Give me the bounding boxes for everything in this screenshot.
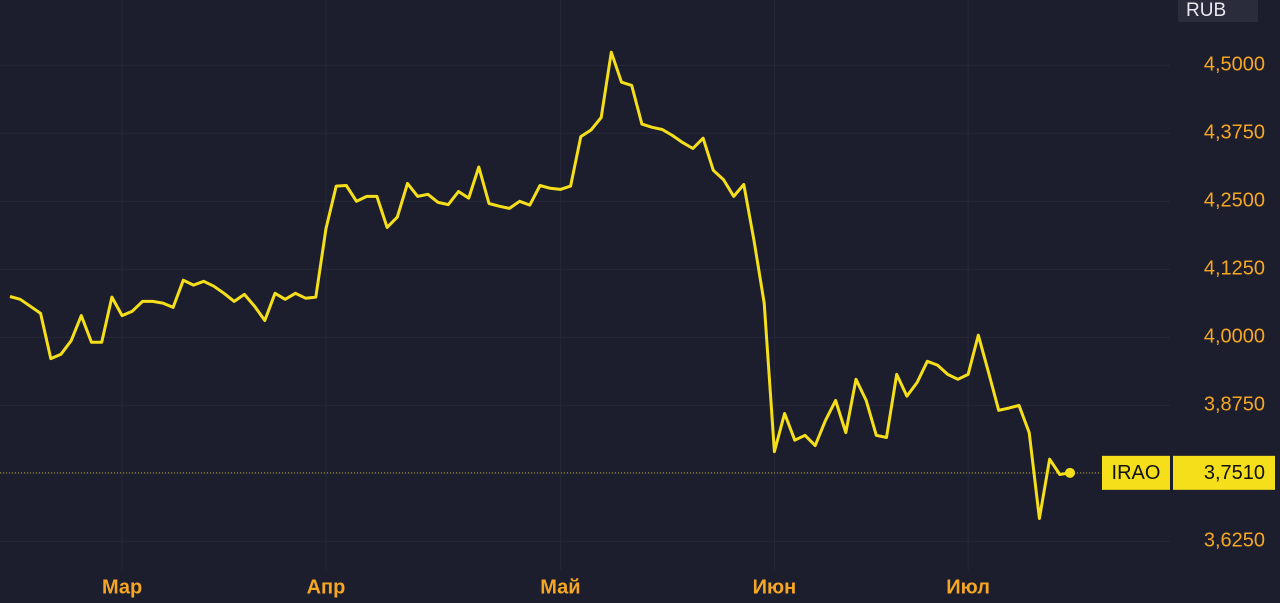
series-tag: [1102, 455, 1170, 490]
y-tick-label: 4,1250: [1204, 258, 1265, 280]
y-tick-label: 4,0000: [1204, 326, 1265, 348]
x-tick-label: Июл: [946, 576, 990, 598]
y-tick-label: 3,6250: [1204, 530, 1265, 552]
series-tag-label: IRAO: [1112, 462, 1161, 484]
unit-box: [1178, 0, 1258, 22]
y-tick-label: 4,3750: [1204, 122, 1265, 144]
last-point: [1065, 467, 1075, 478]
x-tick-label: Июн: [753, 576, 797, 598]
y-tick-label: 4,2500: [1204, 190, 1265, 212]
x-tick-label: Май: [540, 576, 580, 598]
x-tick-label: Апр: [307, 576, 346, 598]
price-tag: [1173, 455, 1275, 490]
x-tick-label: Мар: [102, 576, 142, 598]
y-tick-label: 3,8750: [1204, 394, 1265, 416]
unit-label: RUB: [1186, 0, 1226, 21]
price-line: [9, 50, 1071, 520]
y-tick-label: 4,5000: [1204, 54, 1265, 76]
price-tag-label: 3,7510: [1204, 462, 1265, 484]
